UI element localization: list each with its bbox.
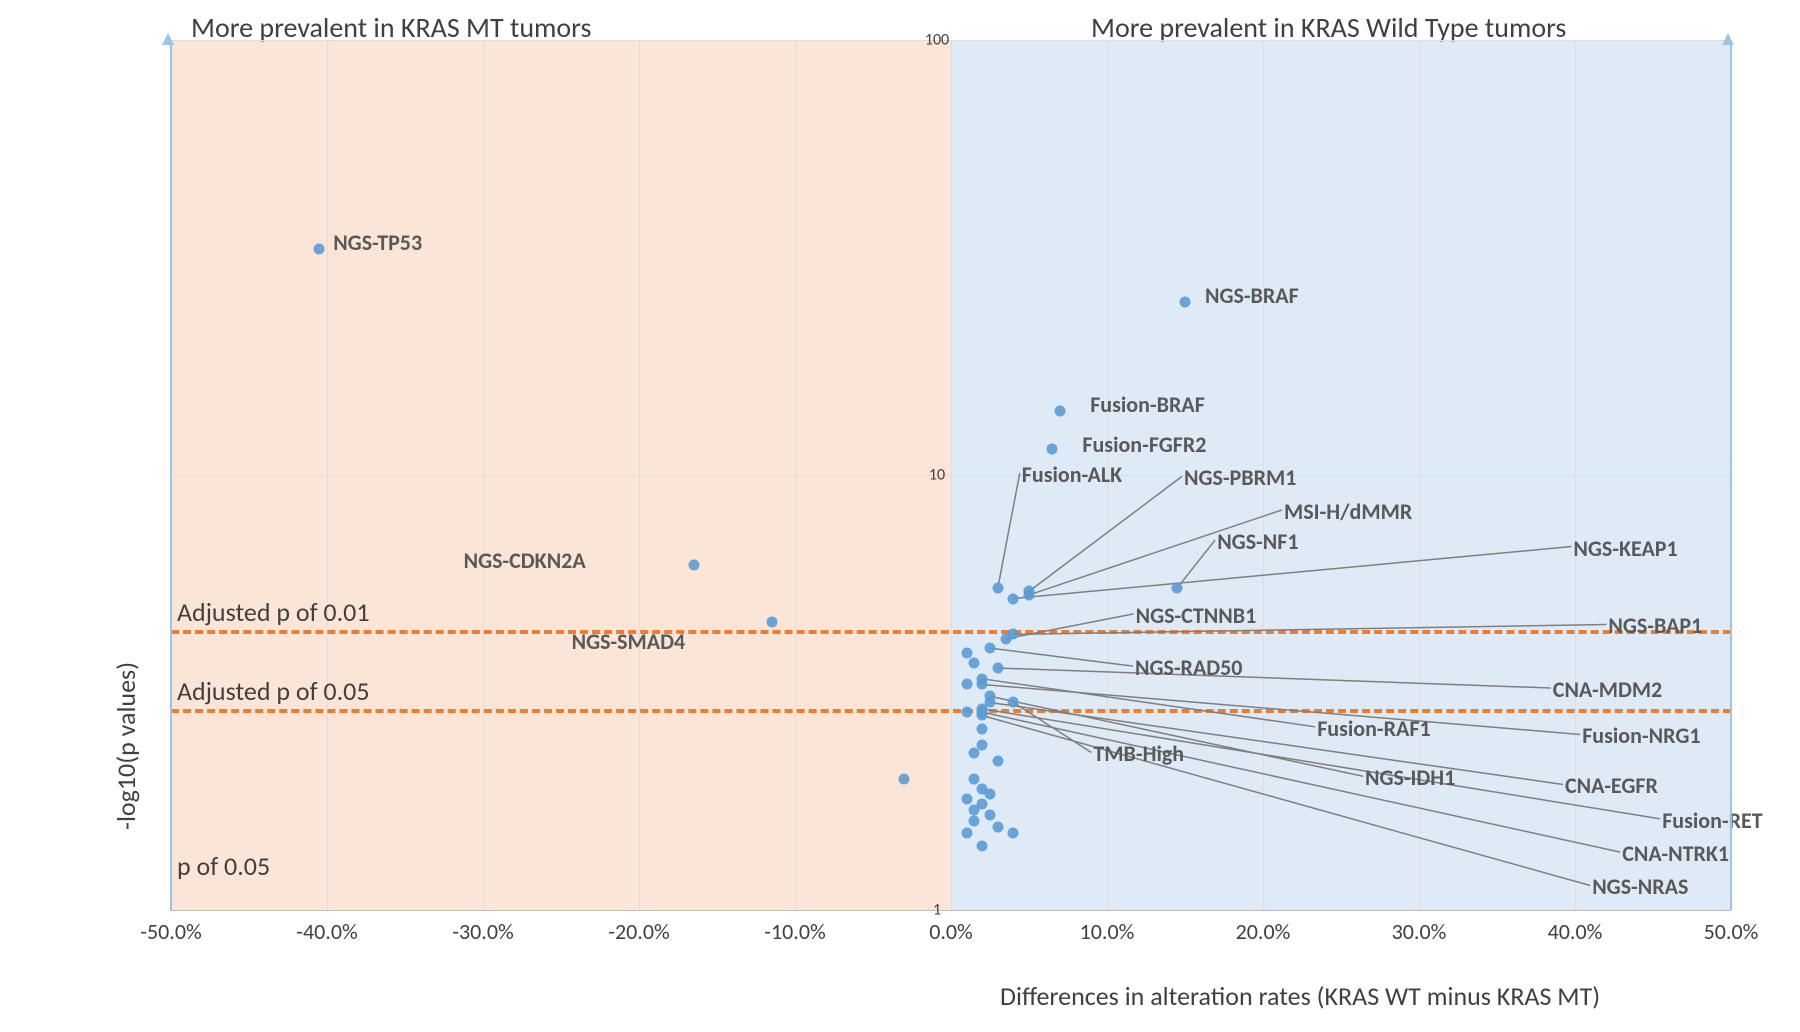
threshold-label: Adjusted p of 0.01 — [177, 596, 370, 628]
data-point — [992, 663, 1003, 674]
volcano-chart: More prevalent in KRAS MT tumorsMore pre… — [0, 0, 1800, 1032]
point-label: NGS-NRAS — [1592, 873, 1688, 900]
data-point — [1172, 582, 1183, 593]
data-point — [977, 710, 988, 721]
data-point — [961, 793, 972, 804]
point-label: NGS-NF1 — [1217, 528, 1298, 555]
point-label: NGS-BRAF — [1205, 282, 1299, 309]
point-label: CNA-NTRK1 — [1622, 840, 1729, 867]
data-point — [1047, 443, 1058, 454]
point-label: TMB-High — [1093, 740, 1184, 767]
x-tick-label: 30.0% — [1392, 918, 1447, 945]
x-tick-label: -40.0% — [296, 918, 357, 945]
x-tick-label: 50.0% — [1704, 918, 1759, 945]
data-point — [977, 724, 988, 735]
point-label: NGS-RAD50 — [1135, 654, 1242, 681]
point-label: Fusion-RAF1 — [1317, 715, 1430, 742]
point-label: NGS-CDKN2A — [464, 547, 586, 574]
right-axis-arrow — [1730, 40, 1732, 910]
x-tick-label: 40.0% — [1548, 918, 1603, 945]
point-label: NGS-CTNNB1 — [1136, 602, 1257, 629]
point-label: CNA-MDM2 — [1553, 676, 1662, 703]
data-point — [985, 643, 996, 654]
threshold-line — [171, 709, 1731, 713]
point-label: Fusion-RET — [1662, 807, 1762, 834]
data-point — [1008, 593, 1019, 604]
left-arrow-icon — [162, 33, 174, 45]
data-point — [992, 582, 1003, 593]
data-point — [1055, 406, 1066, 417]
point-label: CNA-EGFR — [1565, 772, 1658, 799]
plot-area: More prevalent in KRAS MT tumorsMore pre… — [170, 40, 1731, 911]
data-point — [1008, 828, 1019, 839]
y-tick-label: 100 — [925, 31, 949, 50]
point-label: NGS-TP53 — [333, 229, 422, 256]
data-point — [314, 244, 325, 255]
data-point — [1008, 697, 1019, 708]
data-point — [961, 707, 972, 718]
data-point — [969, 816, 980, 827]
data-point — [1008, 629, 1019, 640]
footer-note: p of 0.05 — [177, 850, 270, 882]
threshold-line — [171, 630, 1731, 634]
x-tick-label: 0.0% — [929, 918, 973, 945]
data-point — [961, 679, 972, 690]
point-label: Fusion-ALK — [1022, 461, 1122, 488]
data-point — [992, 756, 1003, 767]
left-axis-arrow — [170, 40, 172, 910]
y-tick-label: 1 — [933, 901, 941, 920]
data-point — [985, 810, 996, 821]
y-tick-label: 10 — [929, 466, 945, 485]
point-label: NGS-IDH1 — [1365, 764, 1455, 791]
data-point — [992, 822, 1003, 833]
grid-h — [171, 40, 1731, 41]
point-label: Fusion-FGFR2 — [1082, 431, 1206, 458]
point-label: NGS-KEAP1 — [1573, 535, 1677, 562]
data-point — [766, 616, 777, 627]
data-point — [688, 560, 699, 571]
point-label: Fusion-BRAF — [1090, 391, 1205, 418]
data-point — [899, 774, 910, 785]
right-arrow-icon — [1722, 33, 1734, 45]
data-point — [1180, 296, 1191, 307]
data-point — [977, 679, 988, 690]
grid-h — [171, 475, 1731, 476]
point-label: NGS-SMAD4 — [572, 628, 686, 655]
x-axis-title: Differences in alteration rates (KRAS WT… — [1000, 980, 1600, 1012]
x-tick-label: 10.0% — [1080, 918, 1135, 945]
data-point — [969, 747, 980, 758]
x-tick-label: -30.0% — [452, 918, 513, 945]
y-axis-title: -log10(p values) — [110, 662, 142, 830]
x-tick-label: -20.0% — [608, 918, 669, 945]
point-label: NGS-PBRM1 — [1184, 464, 1296, 491]
data-point — [969, 804, 980, 815]
data-point — [961, 828, 972, 839]
x-tick-label: -10.0% — [764, 918, 825, 945]
data-point — [969, 657, 980, 668]
threshold-label: Adjusted p of 0.05 — [177, 675, 370, 707]
point-label: MSI-H/dMMR — [1284, 498, 1412, 525]
x-tick-label: -50.0% — [140, 918, 201, 945]
data-point — [961, 647, 972, 658]
point-label: Fusion-NRG1 — [1582, 722, 1700, 749]
data-point — [985, 788, 996, 799]
data-point — [977, 841, 988, 852]
data-point — [969, 774, 980, 785]
point-label: NGS-BAP1 — [1608, 612, 1702, 639]
data-point — [1024, 589, 1035, 600]
x-tick-label: 20.0% — [1236, 918, 1291, 945]
